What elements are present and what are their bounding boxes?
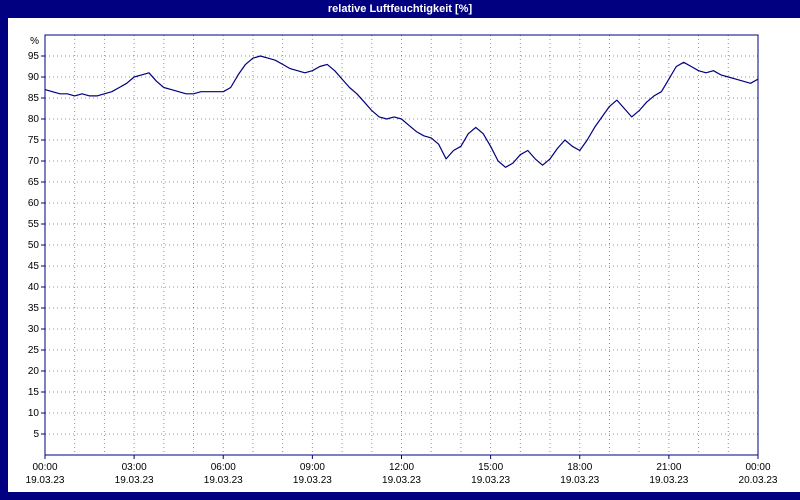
humidity-series-line — [44, 55, 759, 168]
x-tick-time-label: 06:00 — [211, 462, 236, 473]
y-tick-label: 45 — [28, 261, 40, 272]
y-tick-label: 55 — [28, 219, 40, 230]
y-tick-label: 30 — [28, 324, 40, 335]
y-tick-label: 5 — [33, 429, 39, 440]
y-tick-label: 80 — [28, 114, 40, 125]
y-tick-label: 25 — [28, 345, 40, 356]
chart-title-bar: relative Luftfeuchtigkeit [%] — [0, 0, 800, 18]
x-tick-time-label: 15:00 — [478, 462, 503, 473]
y-tick-label: 40 — [28, 282, 40, 293]
x-tick-time-label: 03:00 — [122, 462, 147, 473]
y-axis-unit-label: % — [30, 36, 39, 47]
y-tick-label: 60 — [28, 198, 40, 209]
chart-title: relative Luftfeuchtigkeit [%] — [327, 3, 473, 15]
x-tick-date-label: 19.03.23 — [293, 475, 332, 486]
y-tick-label: 10 — [28, 408, 40, 419]
y-tick-label: 50 — [28, 240, 40, 251]
y-tick-label: 35 — [28, 303, 40, 314]
y-tick-label: 90 — [28, 72, 40, 83]
y-tick-label: 95 — [28, 51, 40, 62]
x-tick-date-label: 20.03.23 — [739, 475, 778, 486]
x-tick-date-label: 19.03.23 — [204, 475, 243, 486]
x-tick-date-label: 19.03.23 — [560, 475, 599, 486]
x-tick-date-label: 19.03.23 — [649, 475, 688, 486]
y-tick-label: 85 — [28, 93, 40, 104]
y-tick-label: 65 — [28, 177, 40, 188]
y-tick-label: 15 — [28, 387, 40, 398]
x-tick-date-label: 19.03.23 — [115, 475, 154, 486]
y-tick-label: 20 — [28, 366, 40, 377]
x-tick-time-label: 18:00 — [567, 462, 592, 473]
x-tick-time-label: 09:00 — [300, 462, 325, 473]
bottom-accent-stripe — [0, 492, 800, 500]
x-tick-date-label: 19.03.23 — [382, 475, 421, 486]
y-tick-label: 75 — [28, 135, 40, 146]
x-tick-time-label: 21:00 — [656, 462, 681, 473]
y-tick-label: 70 — [28, 156, 40, 167]
x-tick-date-label: 19.03.23 — [26, 475, 65, 486]
left-accent-stripe — [0, 18, 8, 500]
x-tick-time-label: 00:00 — [32, 462, 57, 473]
x-tick-time-label: 00:00 — [745, 462, 770, 473]
x-tick-time-label: 12:00 — [389, 462, 414, 473]
plot-border — [44, 34, 759, 456]
x-tick-date-label: 19.03.23 — [471, 475, 510, 486]
